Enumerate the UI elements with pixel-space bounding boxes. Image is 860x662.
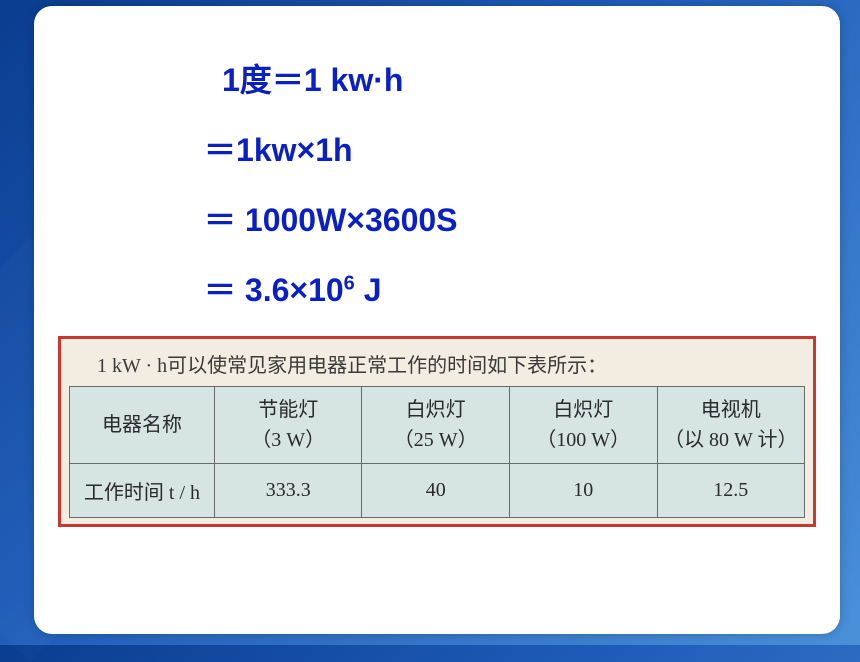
time-value-cell: 40 [362,464,509,518]
formula-exponent: 6 [344,272,355,294]
formula-line-4: ＝ 3.6×106 J [204,266,820,314]
device-power: （3 W） [251,429,325,451]
device-power: （以 80 W 计） [664,429,798,451]
device-header-cell: 节能灯 （3 W） [214,387,362,464]
time-value-cell: 10 [509,464,657,518]
time-value-cell: 333.3 [214,464,362,518]
table-data-row: 工作时间 t / h 333.3 40 10 12.5 [70,464,805,518]
formula-text: 1度 [222,62,272,98]
equals-sign: ＝ [204,132,236,168]
device-name: 白炽灯 [406,399,466,421]
formula-line-1: 1度＝1 kw·h [222,56,820,104]
formula-text: 1 kw·h [304,62,404,98]
device-name: 白炽灯 [553,399,613,421]
formula-block: 1度＝1 kw·h ＝1kw×1h ＝ 1000W×3600S ＝ 3.6×10… [204,56,820,314]
formula-line-2: ＝1kw×1h [204,126,820,174]
table-caption: 1 kW · h可以使常见家用电器正常工作的时间如下表所示： [69,345,805,386]
device-power: （25 W） [394,429,478,451]
table-header-row: 电器名称 节能灯 （3 W） 白炽灯 （25 W） 白炽灯 （100 W） 电视… [70,387,805,464]
device-header-cell: 白炽灯 （25 W） [362,387,509,464]
device-name: 电视机 [701,399,761,421]
equals-sign: ＝ [272,62,304,98]
device-name: 节能灯 [258,399,318,421]
formula-text: 1kw×1h [236,132,353,168]
slide-panel: 1度＝1 kw·h ＝1kw×1h ＝ 1000W×3600S ＝ 3.6×10… [34,6,840,634]
table-container: 1 kW · h可以使常见家用电器正常工作的时间如下表所示： 电器名称 节能灯 … [58,336,816,527]
formula-text: 1000W×3600S [236,202,458,238]
formula-text: 3.6×10 [236,272,344,308]
device-header-cell: 电视机 （以 80 W 计） [657,387,804,464]
header-label-cell: 电器名称 [70,387,215,464]
device-power: （100 W） [536,429,630,451]
formula-line-3: ＝ 1000W×3600S [204,196,820,244]
equals-sign: ＝ [204,202,236,238]
time-value-cell: 12.5 [657,464,804,518]
appliance-table: 电器名称 节能灯 （3 W） 白炽灯 （25 W） 白炽灯 （100 W） 电视… [69,386,805,518]
device-header-cell: 白炽灯 （100 W） [509,387,657,464]
time-row-label: 工作时间 t / h [70,464,215,518]
equals-sign: ＝ [204,272,236,308]
formula-text: J [355,272,382,308]
